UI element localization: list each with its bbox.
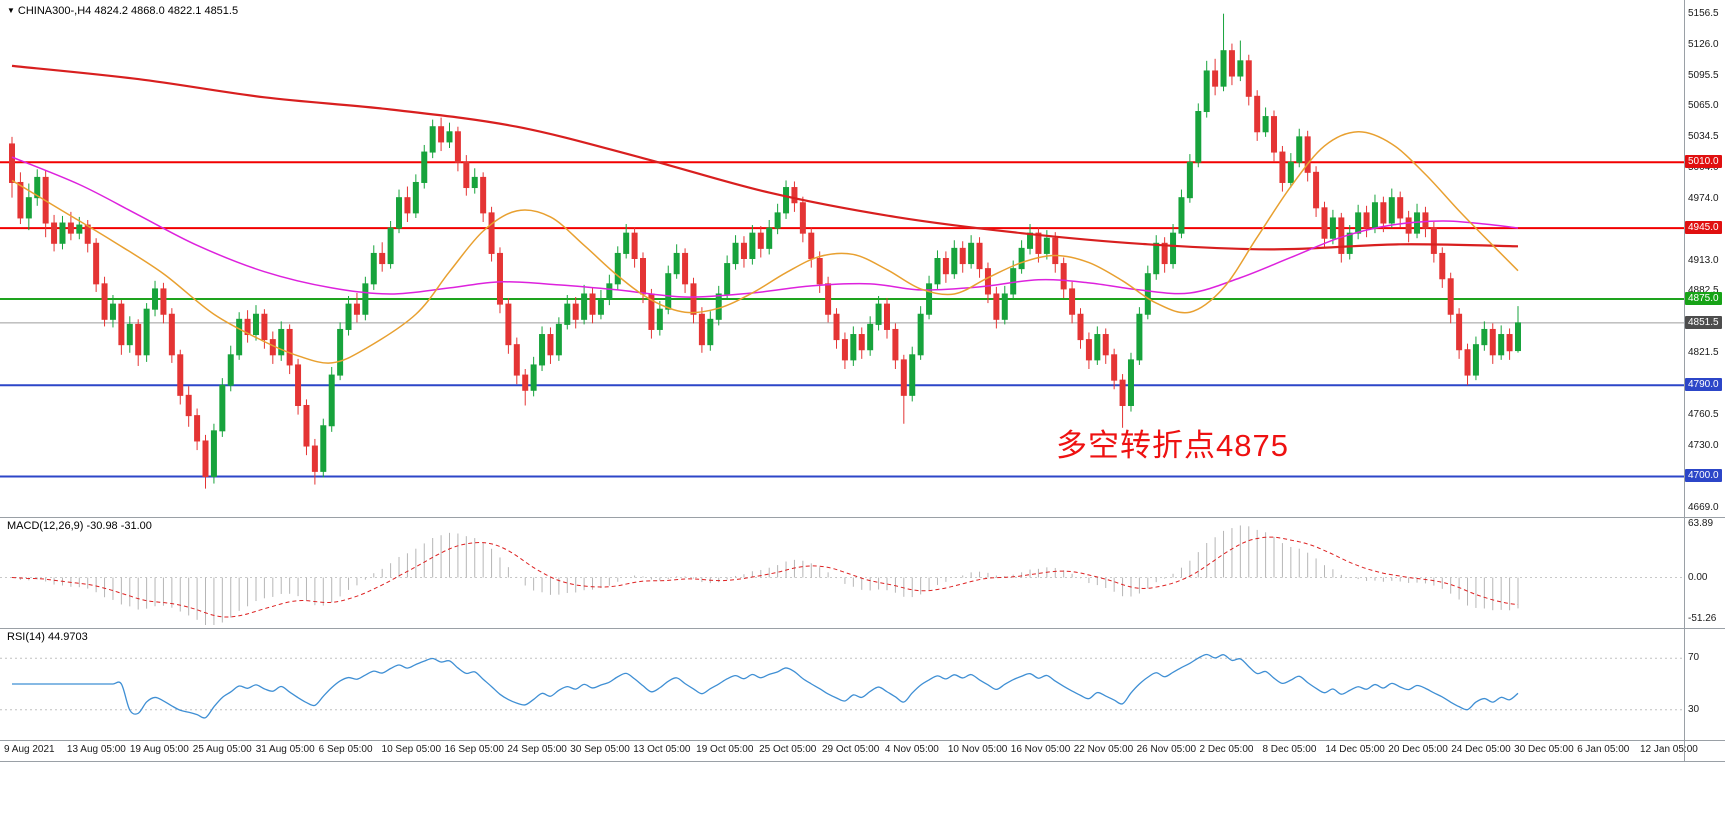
- macd-axis-tick: -51.26: [1688, 613, 1717, 624]
- price-level-badge: 5010.0: [1685, 155, 1722, 169]
- rsi-line: [12, 653, 1519, 719]
- ma-slow-red: [11, 64, 1519, 251]
- ma-mid-magenta: [11, 156, 1519, 298]
- macd-histogram: [19, 525, 1519, 625]
- macd-values: -30.98 -31.00: [86, 520, 152, 532]
- price-level-badge: 4945.0: [1685, 221, 1722, 235]
- price-tick: 4821.5: [1688, 347, 1719, 359]
- price-tick: 4730.0: [1688, 440, 1719, 452]
- macd-axis-tick: 63.89: [1688, 518, 1714, 530]
- macd-canvas[interactable]: [0, 517, 1725, 628]
- time-label: 16 Nov 05:00: [1010, 744, 1071, 755]
- rsi-pane[interactable]: RSI(14) 44.9703 70 30: [0, 628, 1725, 740]
- time-label: 6 Sep 05:00: [318, 744, 373, 755]
- time-label: 22 Nov 05:00: [1073, 744, 1134, 755]
- price-level-badge: 4851.5: [1685, 315, 1722, 329]
- pane-separator: [0, 761, 1725, 762]
- time-label: 16 Sep 05:00: [444, 744, 504, 755]
- rsi-axis-tick: 30: [1688, 703, 1700, 715]
- time-label: 25 Oct 05:00: [759, 744, 817, 755]
- time-label: 13 Oct 05:00: [633, 744, 691, 755]
- main-chart-pane[interactable]: ▼ CHINA300-,H4 4824.2 4868.0 4822.1 4851.…: [0, 0, 1725, 517]
- price-tick: 4760.5: [1688, 409, 1719, 421]
- price-level-badge: 4700.0: [1685, 469, 1722, 483]
- time-label: 14 Dec 05:00: [1325, 744, 1385, 755]
- macd-header: MACD(12,26,9) -30.98 -31.00: [7, 520, 152, 532]
- bottom-panel: [0, 762, 1725, 840]
- macd-label: MACD(12,26,9): [7, 520, 84, 532]
- time-label: 31 Aug 05:00: [255, 744, 315, 755]
- time-label: 12 Jan 05:00: [1640, 744, 1698, 755]
- price-tick: 5126.0: [1688, 38, 1719, 50]
- price-level-badge: 4790.0: [1685, 378, 1722, 392]
- time-axis[interactable]: 9 Aug 2021 13 Aug 05:00 19 Aug 05:00 25 Aug…: [0, 740, 1725, 762]
- price-tick: 4669.0: [1688, 501, 1719, 513]
- price-level-badge: 4875.0: [1685, 292, 1722, 306]
- time-label: 19 Oct 05:00: [696, 744, 754, 755]
- pane-separator: [0, 740, 1725, 741]
- pane-separator[interactable]: [0, 517, 1725, 518]
- symbol-ohlc-display: ▼ CHINA300-,H4 4824.2 4868.0 4822.1 4851.…: [7, 5, 238, 17]
- symbol-timeframe-label: CHINA300-,H4: [17, 5, 92, 17]
- price-tick: 5065.0: [1688, 100, 1719, 112]
- rsi-axis-tick: 70: [1688, 652, 1700, 664]
- time-label: 30 Dec 05:00: [1514, 744, 1574, 755]
- time-label: 26 Nov 05:00: [1136, 744, 1197, 755]
- time-label: 24 Dec 05:00: [1451, 744, 1511, 755]
- price-tick: 4913.0: [1688, 254, 1719, 266]
- time-label: 9 Aug 2021: [4, 744, 55, 755]
- price-tick: 5156.5: [1688, 7, 1719, 19]
- time-label: 8 Dec 05:00: [1262, 744, 1317, 755]
- ohlc-values: 4824.2 4868.0 4822.1 4851.5: [94, 5, 239, 17]
- time-label: 10 Nov 05:00: [947, 744, 1008, 755]
- time-label: 4 Nov 05:00: [884, 744, 939, 755]
- time-label: 2 Dec 05:00: [1199, 744, 1254, 755]
- time-label: 25 Aug 05:00: [192, 744, 252, 755]
- time-label: 24 Sep 05:00: [507, 744, 567, 755]
- price-tick: 4882.5: [1688, 285, 1719, 297]
- price-tick: 5095.5: [1688, 69, 1719, 81]
- pane-separator[interactable]: [0, 628, 1725, 629]
- time-label: 30 Sep 05:00: [570, 744, 630, 755]
- price-tick: 5034.5: [1688, 131, 1719, 143]
- time-label: 29 Oct 05:00: [822, 744, 880, 755]
- ma-fast-orange: [11, 131, 1519, 364]
- price-axis-border: [1684, 0, 1685, 762]
- macd-signal-line: [11, 536, 1519, 618]
- time-label: 13 Aug 05:00: [66, 744, 126, 755]
- time-label: 6 Jan 05:00: [1577, 744, 1630, 755]
- chart-annotation-text[interactable]: 多空转折点4875: [1056, 428, 1289, 463]
- rsi-value: 44.9703: [47, 631, 88, 643]
- price-tick: 4974.0: [1688, 192, 1719, 204]
- time-label: 19 Aug 05:00: [129, 744, 189, 755]
- rsi-canvas[interactable]: [0, 628, 1725, 740]
- main-chart-canvas[interactable]: [0, 0, 1725, 517]
- symbol-marker-icon: ▼: [7, 6, 15, 15]
- time-label: 10 Sep 05:00: [381, 744, 442, 755]
- time-label: 20 Dec 05:00: [1388, 744, 1448, 755]
- macd-pane[interactable]: MACD(12,26,9) -30.98 -31.00 63.89 0.00 -51…: [0, 517, 1725, 628]
- rsi-header: RSI(14) 44.9703: [7, 631, 88, 643]
- candles-layer: [9, 13, 1521, 489]
- macd-axis-tick: 0.00: [1688, 571, 1708, 583]
- rsi-label: RSI(14): [7, 631, 45, 643]
